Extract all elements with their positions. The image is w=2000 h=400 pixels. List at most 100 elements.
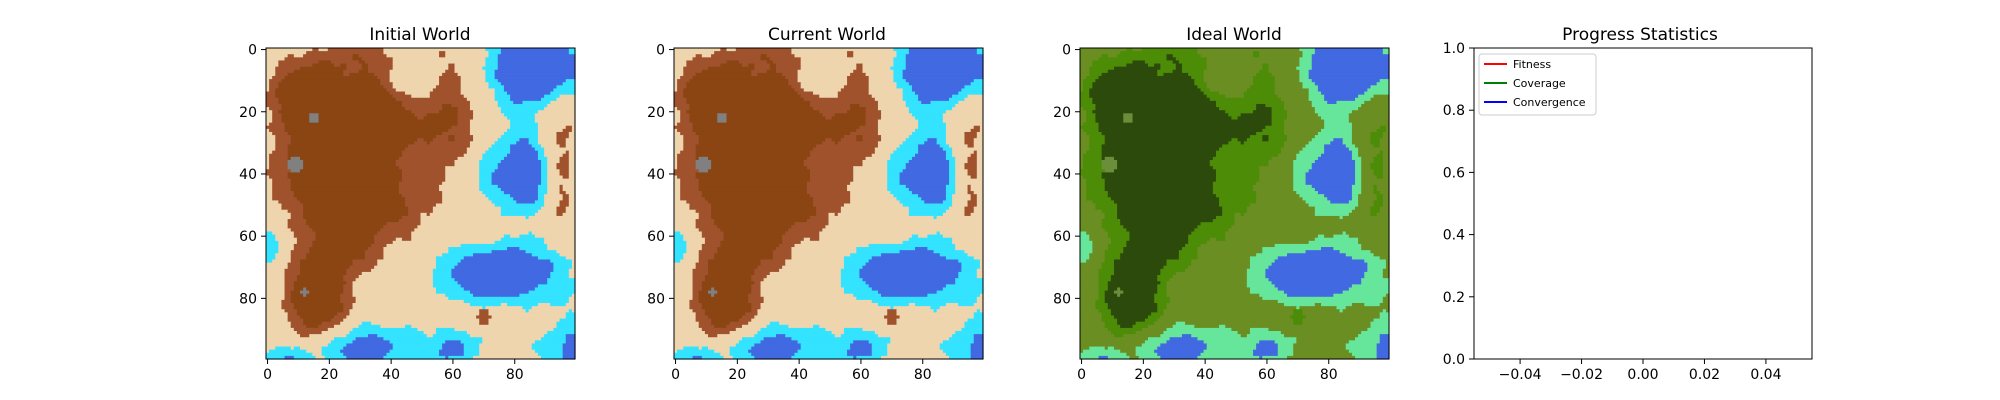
heatmap-cell-run xyxy=(840,281,867,285)
heatmap-cell-run xyxy=(905,184,947,189)
heatmap-cell-run xyxy=(1321,128,1353,133)
heatmap-cell-run xyxy=(1101,72,1158,77)
x-tick-label: 0.02 xyxy=(1689,367,1720,383)
heatmap-cell-run xyxy=(1367,262,1387,267)
y-tick-label: 0.6 xyxy=(1443,165,1465,181)
heatmap-cell-run xyxy=(1225,324,1372,329)
heatmap-cell-run xyxy=(284,281,295,285)
heatmap-cell-run xyxy=(275,94,394,99)
heatmap-cell-run xyxy=(290,324,307,329)
heatmap-cell-run xyxy=(293,191,400,195)
heatmap-cell-run xyxy=(303,212,409,217)
heatmap-cell-run xyxy=(945,197,953,201)
heatmap-cell-run xyxy=(500,187,539,192)
heatmap-cell-run xyxy=(293,281,347,285)
heatmap-cell-run xyxy=(1095,79,1195,83)
heatmap-cell-run xyxy=(1104,259,1115,264)
heatmap-cell-run xyxy=(405,200,443,205)
heatmap-cell-run xyxy=(1086,194,1109,198)
heatmap-cell-run xyxy=(1382,296,1390,301)
heatmap-cell-run xyxy=(955,178,984,183)
heatmap-cell-run xyxy=(1117,293,1121,298)
heatmap-cell-run xyxy=(945,131,966,136)
heatmap-cell-run xyxy=(1157,278,1171,282)
heatmap-cell-run xyxy=(1373,169,1384,173)
heatmap-cell-run xyxy=(568,197,576,201)
heatmap-cell-run xyxy=(1348,119,1390,124)
heatmap-cell-run xyxy=(1101,262,1115,267)
heatmap-cell-run xyxy=(1107,327,1143,332)
heatmap-cell-run xyxy=(1126,63,1149,68)
heatmap-cell-run xyxy=(834,334,842,338)
heatmap-cell-run xyxy=(837,141,879,146)
heatmap-cell-run xyxy=(272,191,295,195)
heatmap-cell-run xyxy=(568,194,576,198)
heatmap-cell-run xyxy=(333,337,357,341)
heatmap-cell-run xyxy=(1259,69,1270,74)
heatmap-cell-run xyxy=(266,253,276,257)
heatmap-cell-run xyxy=(503,234,511,239)
heatmap-cell-run xyxy=(1086,259,1106,264)
heatmap-cell-run xyxy=(760,306,891,310)
heatmap-cell-run xyxy=(398,187,440,192)
heatmap-cell-run xyxy=(547,175,564,180)
heatmap-cell-run xyxy=(494,203,545,208)
heatmap-cell-run xyxy=(1092,85,1199,90)
heatmap-cell-run xyxy=(306,324,320,329)
heatmap-cell-run xyxy=(544,194,564,198)
heatmap-cell-run xyxy=(556,206,567,211)
heatmap-cell-run xyxy=(460,243,548,248)
heatmap-cell-run xyxy=(890,340,944,345)
heatmap-cell-run xyxy=(945,194,953,198)
heatmap-cell-run xyxy=(695,175,811,180)
heatmap-cell-run xyxy=(674,138,684,142)
heatmap-cell-run xyxy=(955,247,984,251)
heatmap-cell-run xyxy=(1382,309,1387,313)
heatmap-cell-run xyxy=(674,159,678,164)
heatmap-cell-run xyxy=(955,175,972,180)
heatmap-cell-run xyxy=(457,72,486,77)
heatmap-cell-run xyxy=(531,306,576,310)
heatmap-cell-run xyxy=(862,66,891,71)
heatmap-cell-run xyxy=(367,247,385,251)
heatmap-cell-run xyxy=(1203,340,1260,345)
heatmap-cell-run xyxy=(559,184,564,189)
heatmap-cell-run xyxy=(1107,194,1217,198)
heatmap-cell-run xyxy=(1336,100,1365,105)
heatmap-cell-run xyxy=(568,175,576,180)
heatmap-cell-run xyxy=(556,135,570,139)
heatmap-cell-run xyxy=(714,287,752,292)
heatmap-cell-run xyxy=(1222,144,1285,149)
heatmap-cell-run xyxy=(1311,100,1328,105)
heatmap-cell-run xyxy=(1175,271,1248,276)
heatmap-cell-run xyxy=(871,299,978,304)
heatmap-cell-run xyxy=(1080,321,1106,326)
heatmap-cell-run xyxy=(497,166,542,170)
heatmap-cell-run xyxy=(1302,312,1381,317)
heatmap-cell-run xyxy=(683,88,796,93)
heatmap-cell-run xyxy=(1107,191,1214,195)
heatmap-cell-run xyxy=(420,222,576,226)
heatmap-cell-run xyxy=(1117,203,1220,208)
heatmap-cell-run xyxy=(887,352,947,357)
heatmap-cell-run xyxy=(1147,63,1155,68)
heatmap-cell-run xyxy=(1219,324,1226,329)
heatmap-cell-run xyxy=(284,287,295,292)
heatmap-cell-run xyxy=(303,215,403,220)
heatmap-cell-run xyxy=(1302,147,1325,152)
heatmap-cell-run xyxy=(976,197,984,201)
heatmap-cell-run xyxy=(479,352,539,357)
heatmap-cell-run xyxy=(945,128,972,133)
heatmap-cell-run xyxy=(473,138,499,142)
heatmap-cell-run xyxy=(1277,94,1310,99)
heatmap-cell-run xyxy=(1080,309,1100,313)
heatmap-cell-run xyxy=(568,159,576,164)
heatmap-cell-run xyxy=(528,309,570,313)
heatmap-cell-run xyxy=(698,250,718,254)
heatmap-cell-run xyxy=(1194,82,1208,86)
heatmap-cell-run xyxy=(1361,178,1390,183)
heatmap-cell-run xyxy=(309,116,320,121)
heatmap-cell-run xyxy=(1166,281,1248,285)
heatmap-cell-run xyxy=(887,163,907,167)
heatmap-cell-run xyxy=(287,156,292,161)
